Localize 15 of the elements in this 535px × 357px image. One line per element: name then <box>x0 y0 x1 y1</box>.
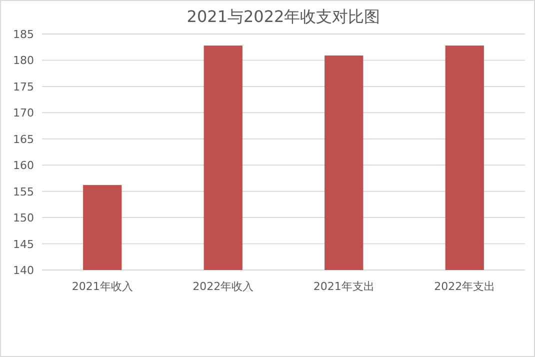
y-tick-label: 155 <box>13 185 34 198</box>
y-tick-label: 185 <box>13 28 34 41</box>
x-tick-label: 2021年支出 <box>313 280 374 293</box>
y-tick-label: 170 <box>13 106 34 120</box>
x-tick-label: 2022年收入 <box>192 280 254 293</box>
x-tick-label: 2021年收入 <box>72 280 133 293</box>
y-tick-label: 180 <box>13 54 34 68</box>
y-tick-label: 160 <box>13 159 34 172</box>
y-tick-label: 150 <box>13 212 34 225</box>
x-tick-label: 2022年支出 <box>434 280 496 293</box>
y-tick-label: 140 <box>13 264 34 277</box>
chart-title: 2021与2022年收支对比图 <box>186 7 380 26</box>
y-tick-label: 175 <box>13 80 34 94</box>
y-tick-label: 165 <box>13 132 34 146</box>
y-tick-label: 145 <box>13 238 34 251</box>
